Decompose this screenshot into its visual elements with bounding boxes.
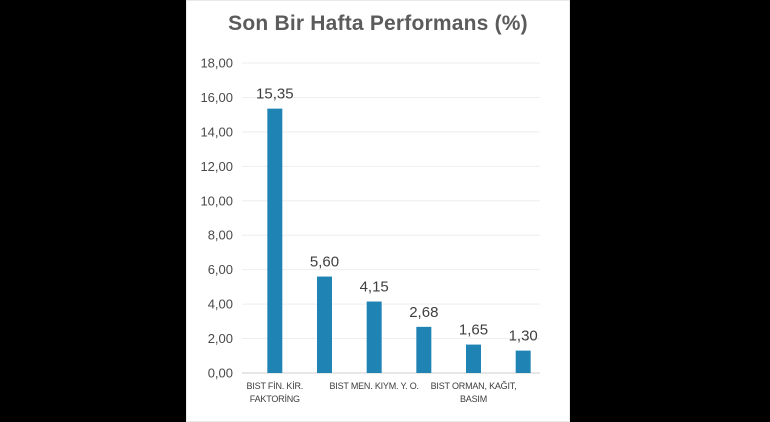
y-tick-label: 0,00 [208,366,233,381]
data-label: 15,35 [256,86,294,103]
x-tick-label: BIST FİN. KİR. [247,381,304,391]
data-label: 2,68 [409,304,438,321]
data-label: 4,15 [360,279,389,296]
bars [267,108,531,373]
data-label: 5,60 [310,254,339,271]
y-tick-label: 4,00 [208,297,233,312]
y-tick-label: 8,00 [208,228,233,243]
bar [267,108,283,373]
chart-title: Son Bir Hafta Performans (%) [228,12,528,35]
data-labels: 15,35 5,60 4,15 2,68 1,65 1,30 [256,86,538,345]
bar [416,326,432,373]
y-tick-label: 12,00 [200,159,233,174]
x-axis-labels: BIST FİN. KİR. FAKTORİNG BIST MEN. KIYM. Y… [247,381,517,404]
x-tick-label: FAKTORİNG [250,394,300,404]
bar [317,276,332,373]
x-tick-label: BASIM [460,394,487,404]
x-tick-label: BIST ORMAN, KAĞIT, [431,381,517,391]
data-label: 1,30 [509,328,538,345]
bar [366,301,382,373]
data-label: 1,65 [459,322,488,339]
bar [466,344,481,373]
y-tick-label: 16,00 [200,90,233,105]
gridlines [242,62,540,374]
y-tick-label: 10,00 [200,193,233,208]
bar [515,350,531,373]
y-axis-ticks: 0,00 2,00 4,00 6,00 8,00 10,00 12,00 14,00 16,00… [200,56,233,381]
y-tick-label: 2,00 [208,331,233,346]
y-tick-label: 6,00 [208,262,233,277]
x-tick-label: BIST MEN. KIYM. Y. O. [329,381,418,391]
y-tick-label: 14,00 [200,124,233,139]
y-tick-label: 18,00 [200,56,233,71]
